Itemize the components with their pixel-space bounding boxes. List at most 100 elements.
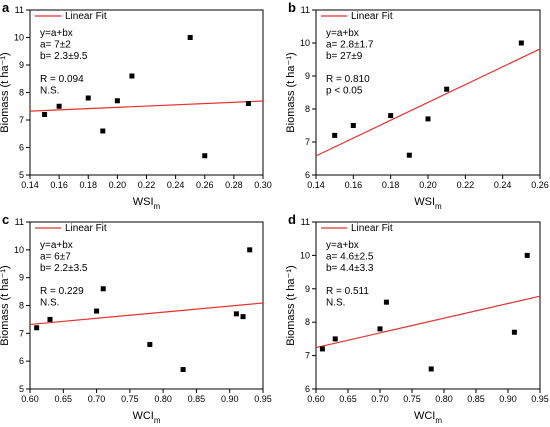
x-tick-label: 0.22 (457, 180, 475, 190)
x-tick-label: 0.20 (109, 180, 127, 190)
x-tick-label: 0.28 (225, 180, 243, 190)
y-tick-label: 5 (19, 170, 24, 180)
x-tick-label: 0.90 (499, 394, 517, 404)
y-tick-label: 8 (305, 317, 310, 327)
data-point (245, 101, 251, 106)
stats-annotation: b= 2.2±3.5 (40, 263, 88, 274)
x-tick-label: 0.30 (254, 180, 272, 190)
stats-annotation: y=a+bx (326, 240, 359, 251)
y-tick-label: 11 (15, 5, 24, 15)
x-axis-title-subscript: m (154, 202, 161, 211)
data-point (47, 316, 53, 322)
data-point (511, 329, 517, 335)
x-axis-title-subscript: m (154, 416, 161, 425)
plot-frame (315, 221, 541, 390)
data-point (94, 308, 100, 314)
data-point (319, 346, 325, 352)
x-tick-label: 0.80 (154, 394, 172, 404)
x-tick-label: 0.26 (196, 180, 214, 190)
panel-label: c (2, 212, 9, 227)
x-tick-label: 0.65 (55, 394, 73, 404)
data-point (42, 112, 48, 117)
data-point (383, 299, 389, 305)
y-tick-label: 6 (19, 143, 24, 153)
stats-annotation: b= 27±9 (326, 51, 363, 62)
y-tick-label: 11 (15, 217, 24, 227)
stats-annotation: N.S. (40, 298, 59, 309)
stats-annotation: y=a+bx (40, 240, 73, 251)
data-point (240, 314, 246, 320)
x-axis-title-main: WSI (133, 196, 154, 208)
y-tick-label: 10 (300, 250, 310, 260)
x-tick-label: 0.14 (21, 180, 39, 190)
data-point (85, 95, 91, 101)
stats-annotation: R = 0.511 (326, 286, 369, 297)
legend-label: Linear Fit (65, 11, 107, 22)
linear-fit-line (315, 295, 541, 349)
data-point (332, 132, 338, 138)
x-tick-label: 0.18 (382, 180, 400, 190)
data-point (518, 40, 524, 46)
y-tick-label: 11 (301, 217, 310, 227)
x-tick-label: 0.65 (339, 394, 357, 404)
stats-annotation: R = 0.094 (40, 74, 84, 85)
data-point (202, 153, 208, 159)
y-axis-title: Biomass (t ha⁻¹) (285, 52, 297, 132)
x-axis-title: WCIm (132, 410, 160, 425)
x-tick-label: 0.18 (79, 180, 97, 190)
stats-annotation: y=a+bx (40, 28, 73, 39)
data-point (524, 252, 530, 258)
y-tick-label: 6 (305, 170, 310, 180)
x-axis-title-main: WSI (414, 196, 435, 208)
data-point (425, 116, 431, 122)
y-tick-label: 9 (305, 284, 310, 294)
y-axis-title: Biomass (t ha⁻¹) (285, 265, 297, 345)
y-axis-title: Biomass (t ha⁻¹) (0, 52, 11, 132)
x-tick-label: 0.20 (419, 180, 437, 190)
linear-fit-line (29, 302, 264, 326)
x-tick-label: 0.26 (531, 180, 549, 190)
data-point (428, 366, 434, 372)
x-tick-label: 0.24 (494, 180, 512, 190)
y-tick-label: 7 (19, 115, 24, 125)
y-tick-label: 7 (19, 328, 24, 338)
data-point (114, 98, 120, 104)
y-tick-label: 8 (305, 104, 310, 114)
data-point (147, 341, 153, 347)
x-axis-title-main: WCI (132, 410, 153, 422)
stats-annotation: N.S. (326, 298, 345, 309)
legend-label: Linear Fit (351, 223, 393, 234)
y-tick-label: 6 (305, 384, 310, 394)
data-point (100, 286, 106, 292)
x-tick-label: 0.14 (307, 180, 325, 190)
data-point (406, 152, 412, 158)
x-tick-label: 0.75 (403, 394, 421, 404)
data-point (129, 73, 135, 79)
panel-c: c 0.60 0.65 0.70 0.75 0.80 0.85 0.90 0.95 5 6 7 8 9 10… (0, 212, 272, 425)
linear-fit-line (315, 48, 541, 157)
y-tick-label: 9 (19, 60, 24, 70)
y-tick-label: 6 (19, 356, 24, 366)
stats-annotation: a= 2.8±1.7 (326, 40, 374, 51)
x-tick-label: 0.95 (254, 394, 272, 404)
data-point (233, 311, 239, 317)
panel-label: d (288, 212, 296, 227)
x-tick-label: 0.16 (50, 180, 68, 190)
y-axis-title: Biomass (t ha⁻¹) (0, 265, 11, 345)
data-point (350, 123, 356, 128)
y-tick-label: 10 (300, 38, 310, 48)
panel-label: a (2, 0, 10, 15)
x-axis-title: WSIm (414, 196, 442, 211)
x-tick-label: 0.85 (188, 394, 206, 404)
y-tick-label: 11 (301, 5, 310, 15)
data-point (444, 86, 450, 92)
x-axis-title: WSIm (133, 196, 161, 211)
stats-annotation: N.S. (40, 86, 59, 97)
y-tick-label: 8 (19, 88, 24, 98)
x-tick-label: 0.70 (371, 394, 389, 404)
data-point (187, 35, 193, 40)
stats-annotation: R = 0.810 (326, 74, 370, 85)
linear-fit-line (29, 100, 264, 112)
